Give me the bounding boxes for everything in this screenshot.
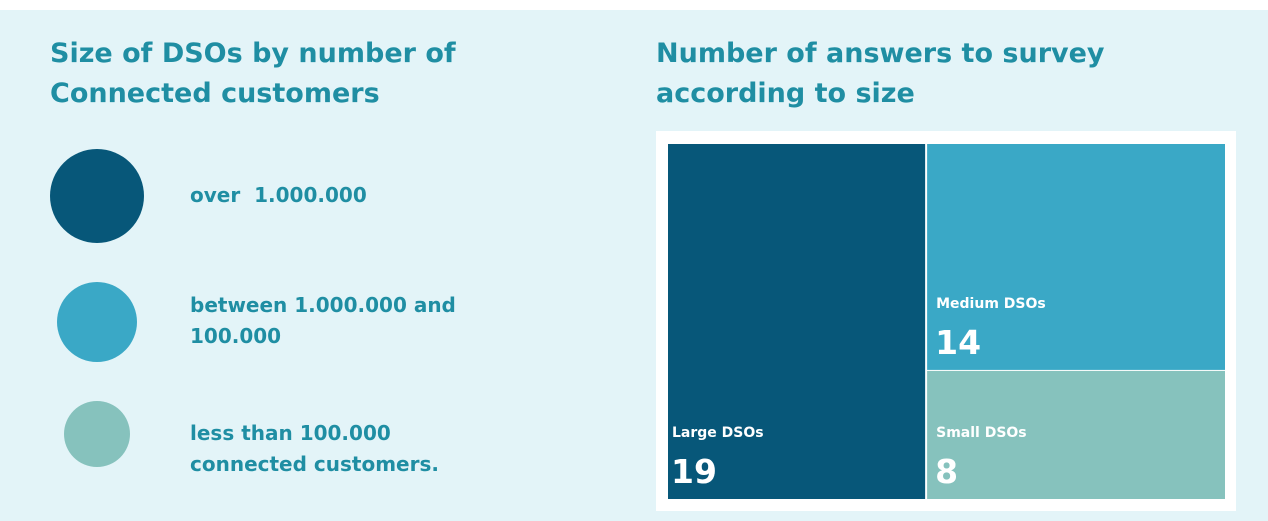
- tile-value: 19: [671, 452, 717, 491]
- legend-swatch: [57, 282, 137, 362]
- legend-swatch: [64, 401, 130, 467]
- treemap-tile: [927, 370, 1225, 499]
- panel: Size of DSOs by number of Connected cust…: [0, 10, 1268, 521]
- chart-title: Number of answers to survey according to…: [656, 38, 1105, 109]
- tile-label: Large DSOs: [672, 425, 764, 441]
- legend-label: less than 100.000 connected customers.: [190, 421, 439, 476]
- legend-label: between 1.000.000 and 100.000: [190, 293, 463, 348]
- tile-label: Medium DSOs: [936, 296, 1046, 312]
- legend-title: Size of DSOs by number of Connected cust…: [50, 38, 456, 109]
- treemap-tile: [927, 144, 1225, 370]
- treemap: Large DSOs 19 Medium DSOs 14 Small DSOs 8: [656, 131, 1236, 511]
- legend-label: over 1.000.000: [190, 183, 367, 207]
- tile-value: 14: [935, 323, 981, 362]
- legend-swatch: [50, 149, 144, 243]
- tile-value: 8: [935, 452, 958, 491]
- treemap-tile: [668, 144, 926, 499]
- tile-label: Small DSOs: [936, 425, 1027, 441]
